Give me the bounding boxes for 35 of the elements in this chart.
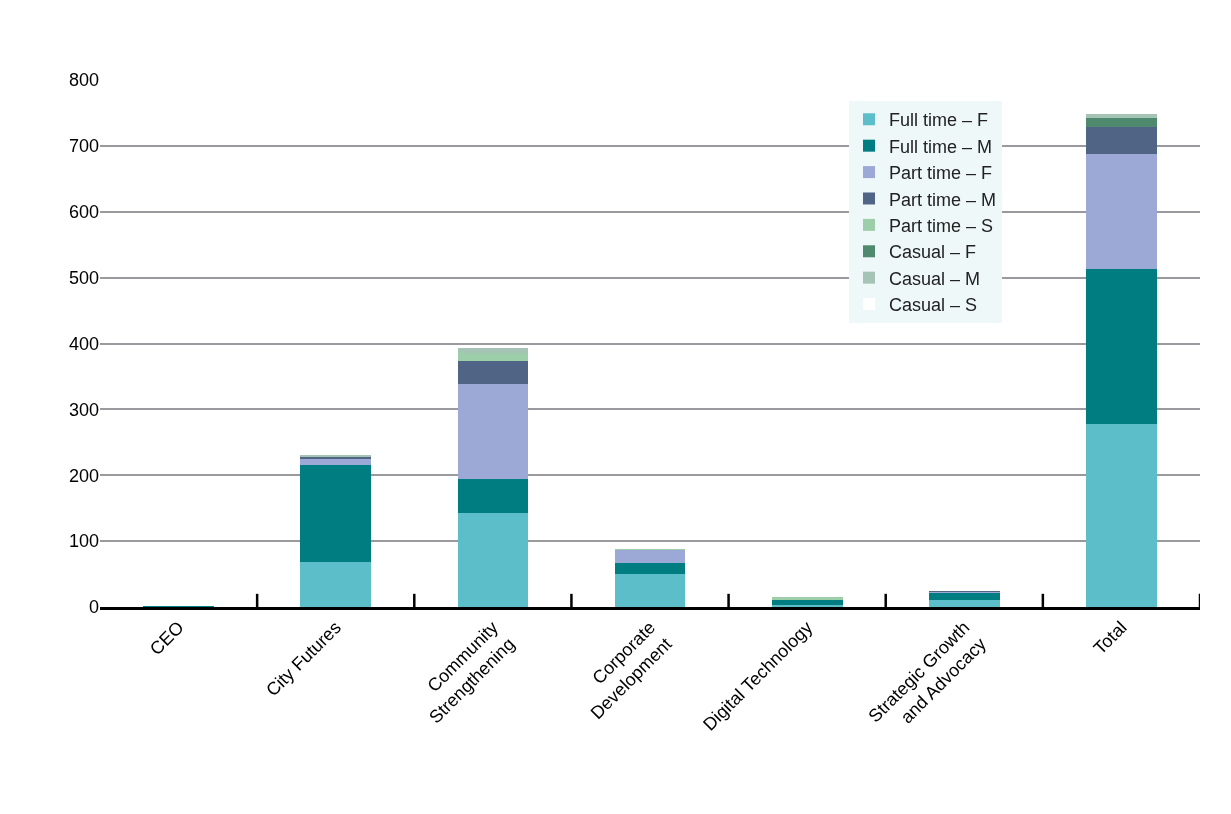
y-tick-label: 800 <box>68 70 99 91</box>
bar <box>1086 118 1157 128</box>
bar <box>614 574 686 607</box>
bar <box>457 348 529 353</box>
bar <box>614 562 686 575</box>
y-tick-label: 700 <box>68 136 99 157</box>
y-tick-label: 400 <box>68 333 99 354</box>
bar <box>457 361 529 385</box>
legend-label: Part time – F <box>889 163 993 184</box>
bar <box>771 597 843 600</box>
bar <box>1086 127 1157 154</box>
y-tick-label: 100 <box>68 531 99 552</box>
legend-label: Full time – M <box>889 136 993 157</box>
bar <box>614 549 686 563</box>
legend-label: Casual – S <box>889 295 978 316</box>
bar <box>928 600 1000 607</box>
legend-label: Casual – F <box>889 242 977 263</box>
legend-label: Full time – F <box>889 110 989 131</box>
legend-label: Casual – M <box>889 268 981 289</box>
bar <box>457 512 529 607</box>
y-tick-label: 300 <box>68 399 99 420</box>
y-tick-label: 500 <box>68 267 99 288</box>
bar <box>457 384 529 480</box>
bar <box>1086 269 1157 424</box>
legend-label: Part time – S <box>889 215 994 236</box>
bar <box>457 352 529 362</box>
legend-label: Part time – M <box>889 189 997 210</box>
bar <box>457 479 529 513</box>
y-tick-label: 600 <box>68 202 99 223</box>
bar <box>1086 153 1157 270</box>
bar <box>300 464 372 562</box>
y-tick-label: 0 <box>88 597 99 618</box>
bar <box>300 561 372 607</box>
y-tick-label: 200 <box>68 465 99 486</box>
bar <box>1086 423 1157 607</box>
